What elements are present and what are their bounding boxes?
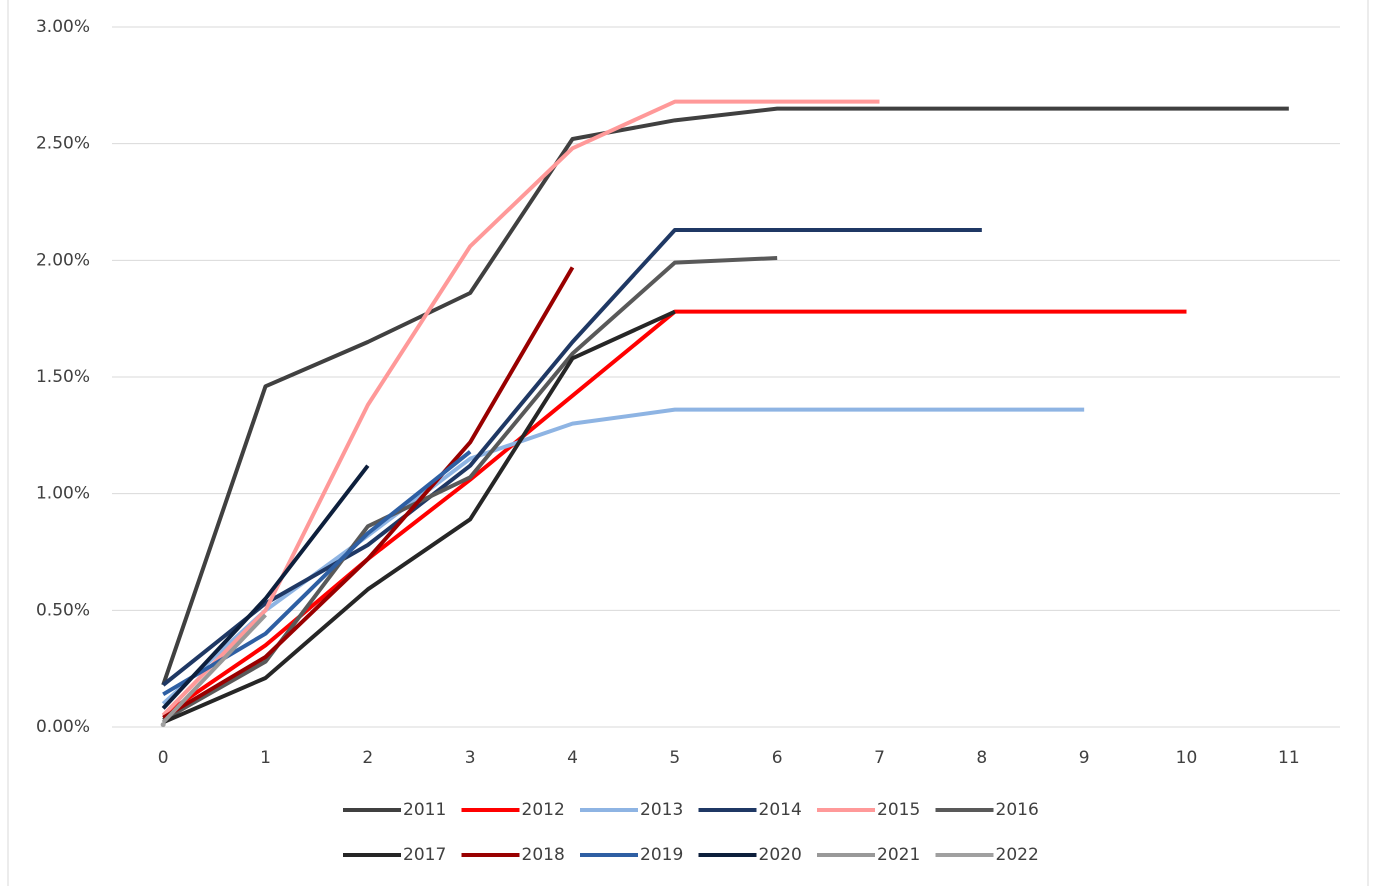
x-tick-label: 1 <box>260 748 271 768</box>
legend-label: 2011 <box>403 800 446 820</box>
legend-label: 2021 <box>877 845 920 865</box>
series-line <box>161 613 267 724</box>
legend-label: 2016 <box>996 800 1039 820</box>
series-line <box>161 407 1085 706</box>
series-line <box>162 309 1187 717</box>
series-line <box>161 228 982 687</box>
series-line <box>162 309 676 725</box>
legend-label: 2018 <box>522 845 565 865</box>
x-tick-label: 4 <box>567 748 578 768</box>
series-line <box>162 256 778 722</box>
legend-label: 2015 <box>877 800 920 820</box>
y-tick-label: 0.50% <box>36 600 90 620</box>
x-tick-label: 3 <box>465 748 476 768</box>
y-tick-label: 1.00% <box>36 484 90 504</box>
legend-label: 2013 <box>640 800 683 820</box>
y-tick-label: 3.00% <box>36 17 90 37</box>
x-tick-label: 11 <box>1278 748 1300 768</box>
x-tick-label: 8 <box>976 748 987 768</box>
x-tick-label: 7 <box>874 748 885 768</box>
legend-label: 2019 <box>640 845 683 865</box>
x-tick-label: 6 <box>772 748 783 768</box>
legend-label: 2020 <box>759 845 802 865</box>
x-tick-label: 0 <box>158 748 169 768</box>
series-line <box>162 450 472 697</box>
series-line <box>162 266 575 720</box>
x-tick-label: 5 <box>669 748 680 768</box>
x-tick-label: 10 <box>1176 748 1198 768</box>
y-tick-label: 2.00% <box>36 250 90 270</box>
legend-label: 2022 <box>996 845 1039 865</box>
legend-label: 2014 <box>759 800 802 820</box>
series-point <box>160 722 166 728</box>
legend-label: 2017 <box>403 845 446 865</box>
series-line <box>161 464 370 710</box>
legend-label: 2012 <box>522 800 565 820</box>
y-tick-label: 0.00% <box>36 717 90 737</box>
x-tick-label: 9 <box>1079 748 1090 768</box>
y-tick-label: 1.50% <box>36 367 90 387</box>
x-tick-label: 2 <box>362 748 373 768</box>
y-tick-label: 2.50% <box>36 134 90 154</box>
series-line <box>161 106 1289 686</box>
